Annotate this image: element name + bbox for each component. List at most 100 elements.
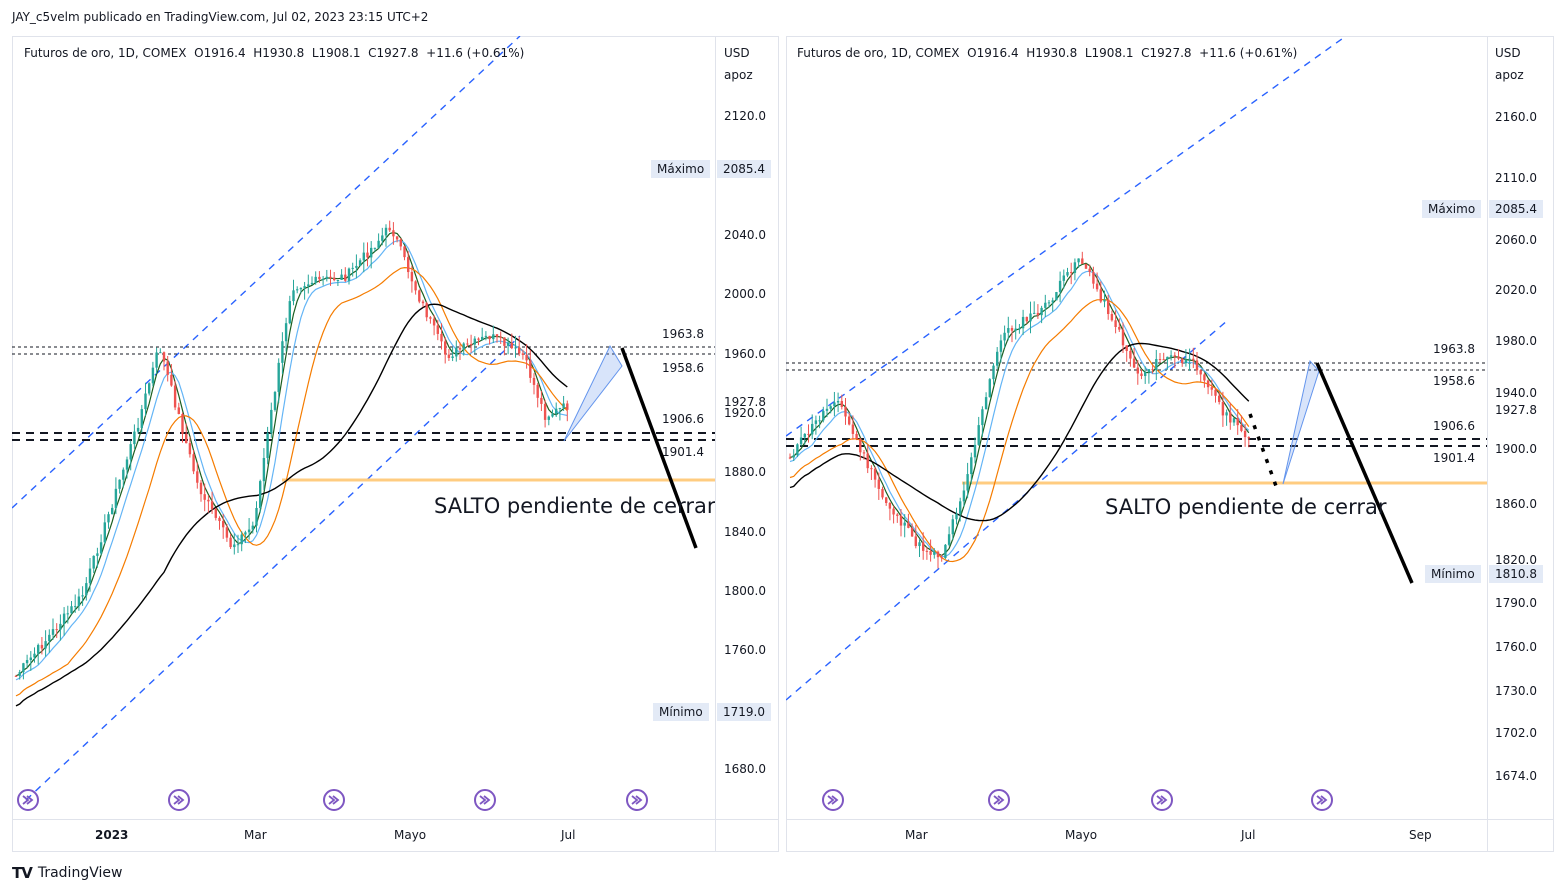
candle-body bbox=[955, 513, 958, 520]
candle-body bbox=[925, 550, 929, 552]
left-annotation: SALTO pendiente de cerrar bbox=[434, 494, 715, 518]
candle-body bbox=[1225, 412, 1228, 416]
candle-body bbox=[999, 340, 1003, 352]
left-month-jul: Jul bbox=[561, 828, 576, 842]
left-ytick: 2000.0 bbox=[724, 287, 766, 301]
candle-body bbox=[811, 423, 814, 435]
candle-body bbox=[1062, 275, 1065, 281]
candle-body bbox=[488, 335, 491, 340]
candle-body bbox=[492, 334, 495, 340]
candle-body bbox=[1051, 300, 1054, 303]
candle-body bbox=[270, 409, 273, 434]
candle-body bbox=[1018, 328, 1021, 330]
candle-body bbox=[1155, 359, 1158, 371]
candle-body bbox=[66, 613, 69, 615]
left-currency[interactable]: USD apoz bbox=[724, 46, 753, 82]
candle-body bbox=[562, 403, 565, 408]
candle-body bbox=[277, 362, 280, 392]
candle-body bbox=[807, 433, 810, 435]
candle-body bbox=[59, 623, 62, 630]
candle-body bbox=[92, 555, 95, 569]
event-arrow-icon[interactable] bbox=[625, 788, 649, 812]
candle-body bbox=[1221, 401, 1225, 416]
candle-body bbox=[1144, 372, 1147, 377]
candle-body bbox=[1118, 326, 1121, 330]
candle-body bbox=[892, 508, 895, 515]
candle-body bbox=[547, 416, 550, 420]
left-ytick: 1880.0 bbox=[724, 465, 766, 479]
right-ytick: 1674.0 bbox=[1495, 769, 1537, 783]
candle-body bbox=[1125, 345, 1128, 351]
candle-body bbox=[303, 286, 306, 288]
candle-body bbox=[910, 527, 914, 537]
candle-body bbox=[244, 532, 247, 535]
candle-body bbox=[914, 536, 917, 547]
event-arrow-icon[interactable] bbox=[1310, 788, 1334, 812]
right-min-label: Mínimo bbox=[1425, 565, 1481, 583]
candle-body bbox=[310, 282, 314, 285]
candle-body bbox=[540, 397, 543, 404]
event-arrow-icon[interactable] bbox=[987, 788, 1011, 812]
candle-body bbox=[951, 519, 954, 535]
candle-body bbox=[447, 354, 451, 358]
candle-body bbox=[1214, 389, 1217, 396]
candle-body bbox=[188, 443, 192, 455]
candle-body bbox=[803, 433, 806, 438]
candle-body bbox=[296, 289, 299, 291]
candle-body bbox=[74, 606, 77, 608]
right-ytick: 1860.0 bbox=[1495, 497, 1537, 511]
candle-body bbox=[851, 424, 855, 434]
candle-body bbox=[1232, 418, 1236, 423]
candle-body bbox=[866, 453, 869, 469]
candle-body bbox=[192, 454, 195, 472]
candle-body bbox=[1181, 358, 1184, 364]
candle-body bbox=[203, 494, 206, 500]
left-legend: Futuros de oro, 1D, COMEX O1916.4 H1930.… bbox=[24, 46, 525, 60]
event-arrow-icon[interactable] bbox=[1150, 788, 1174, 812]
candle-body bbox=[284, 323, 288, 342]
right-chart-panel[interactable] bbox=[786, 36, 1554, 852]
candle-body bbox=[148, 383, 151, 394]
candle-body bbox=[262, 457, 266, 482]
candle-body bbox=[14, 675, 18, 677]
candle-body bbox=[255, 507, 258, 526]
left-chart-canvas[interactable] bbox=[12, 36, 716, 820]
candle-body bbox=[140, 409, 143, 428]
candle-body bbox=[936, 551, 940, 558]
candle-body bbox=[1014, 328, 1017, 331]
candle-body bbox=[822, 410, 825, 421]
left-ytick: 1920.0 bbox=[724, 406, 766, 420]
candle-body bbox=[1173, 355, 1176, 357]
tradingview-footer[interactable]: TV TradingView bbox=[12, 864, 122, 882]
candle-body bbox=[1188, 358, 1191, 360]
candle-body bbox=[1036, 312, 1040, 316]
candle-body bbox=[1073, 262, 1077, 273]
candle-body bbox=[484, 335, 488, 337]
candle-body bbox=[70, 606, 73, 614]
candle-body bbox=[236, 544, 240, 546]
candle-body bbox=[259, 481, 262, 508]
candle-body bbox=[1081, 258, 1084, 264]
candle-body bbox=[99, 542, 103, 554]
event-arrow-icon[interactable] bbox=[821, 788, 845, 812]
candle-body bbox=[536, 384, 539, 398]
left-chart-panel[interactable] bbox=[12, 36, 779, 852]
event-arrow-icon[interactable] bbox=[473, 788, 497, 812]
candle-body bbox=[40, 644, 44, 649]
candle-body bbox=[1243, 430, 1247, 438]
projection-dotted-line bbox=[1248, 413, 1278, 487]
candle-body bbox=[1021, 316, 1025, 329]
right-chart-canvas[interactable] bbox=[786, 36, 1488, 820]
event-arrow-icon[interactable] bbox=[16, 788, 40, 812]
candle-body bbox=[1007, 328, 1010, 333]
event-arrow-icon[interactable] bbox=[167, 788, 191, 812]
candle-body bbox=[22, 663, 25, 673]
right-currency[interactable]: USD apoz bbox=[1495, 46, 1524, 82]
event-arrow-icon[interactable] bbox=[322, 788, 346, 812]
candle-body bbox=[903, 522, 906, 526]
right-ytick: 1702.0 bbox=[1495, 726, 1537, 740]
candle-body bbox=[988, 379, 991, 398]
candle-body bbox=[292, 290, 295, 302]
candle-body bbox=[347, 268, 351, 281]
candle-body bbox=[107, 514, 110, 523]
